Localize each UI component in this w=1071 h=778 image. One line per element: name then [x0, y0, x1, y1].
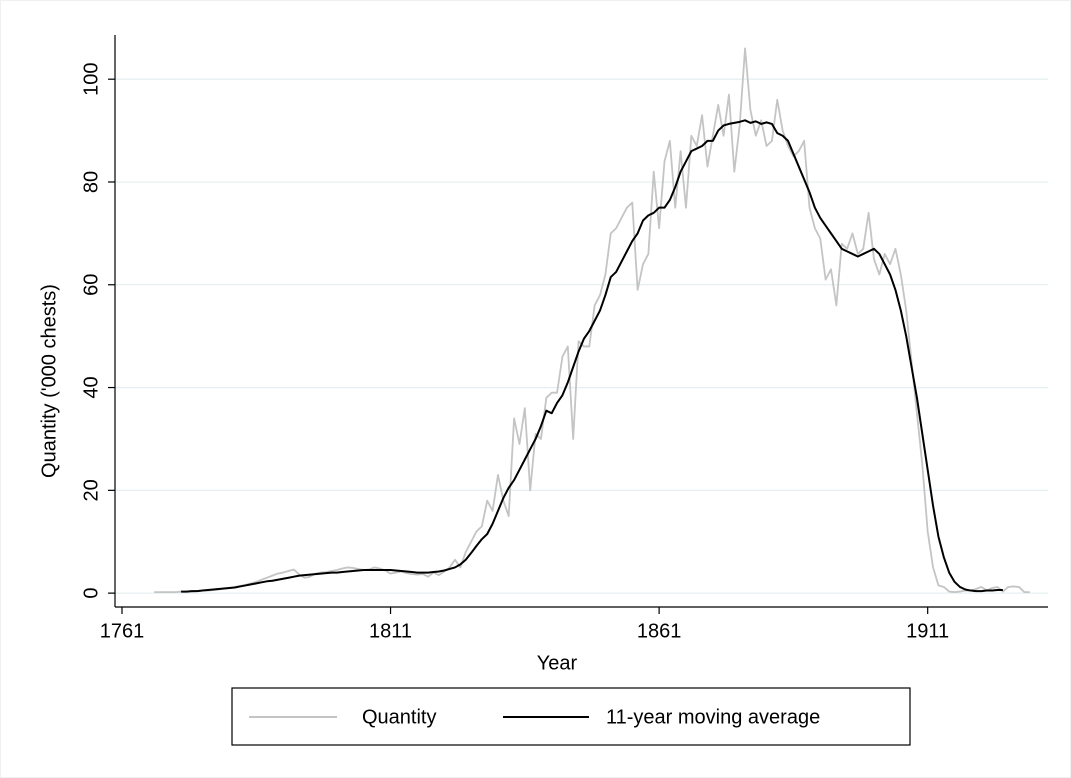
y-tick-label: 40	[80, 376, 102, 398]
y-tick-label: 80	[80, 171, 102, 193]
legend-label: 11-year moving average	[606, 706, 820, 728]
y-axis-title: Quantity ('000 chests)	[38, 284, 60, 478]
y-tick-label: 60	[80, 274, 102, 296]
x-tick-label: 1861	[637, 620, 682, 642]
x-tick-label: 1911	[906, 620, 949, 642]
x-tick-label: 1811	[369, 620, 412, 642]
data-line	[181, 119, 1003, 593]
y-tick-label: 0	[80, 588, 102, 599]
legend-label: Quantity	[362, 706, 436, 728]
y-tick-label: 100	[80, 63, 102, 96]
x-axis-title: Year	[537, 652, 578, 674]
y-tick-label: 20	[80, 479, 102, 501]
x-tick-label: 1761	[100, 620, 145, 642]
